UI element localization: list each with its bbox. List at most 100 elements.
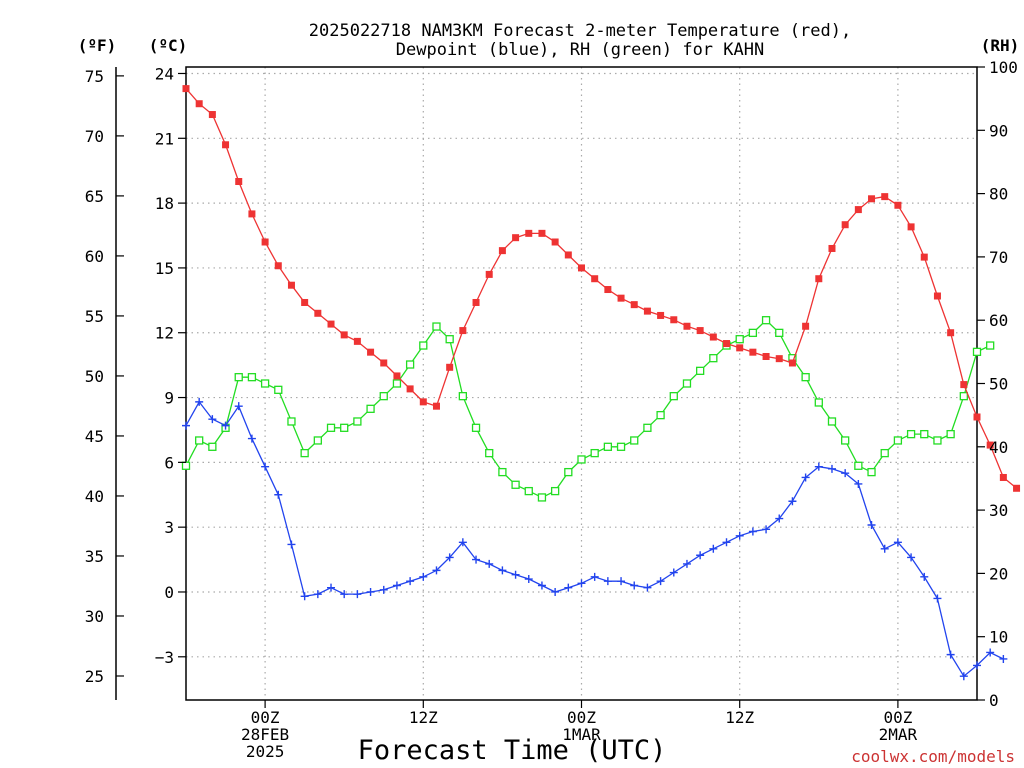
rh-point: [603, 442, 613, 451]
temperature-point: [432, 402, 440, 410]
fahrenheit-tick-label: 45: [85, 427, 104, 446]
dewpoint-point: [458, 538, 467, 547]
dewpoint-point: [551, 587, 560, 596]
temperature-point: [591, 275, 599, 283]
rh-point: [471, 423, 481, 432]
rh-point: [432, 322, 441, 331]
rh-point: [630, 436, 639, 445]
dewpoint-line: [185, 400, 1004, 678]
rh-point: [260, 379, 270, 388]
rh-tick-label: 20: [989, 564, 1008, 583]
dewpoint-point: [577, 579, 586, 588]
dewpoint-point: [880, 544, 889, 553]
rh-point: [340, 423, 349, 432]
x-tick-label: 28FEB: [241, 725, 289, 744]
dewpoint-point: [524, 575, 533, 584]
dewpoint-point: [893, 538, 902, 547]
fahrenheit-tick-label: 40: [85, 487, 104, 506]
rh-tick-label: 0: [989, 691, 999, 710]
dewpoint-point: [986, 648, 995, 657]
dewpoint-point: [775, 514, 784, 523]
dewpoint-point: [617, 577, 626, 586]
rh-point: [564, 467, 573, 477]
dewpoint-point: [801, 473, 810, 482]
temperature-point: [274, 262, 282, 270]
rh-point: [616, 442, 626, 451]
temperature-point: [604, 286, 612, 294]
rh-tick-label: 100: [989, 58, 1018, 77]
rh-point: [801, 373, 810, 382]
celsius-tick-label: 3: [164, 518, 174, 537]
temperature-point: [327, 320, 335, 328]
temperature-point: [881, 193, 889, 201]
temperature-point: [512, 234, 520, 242]
dewpoint-point: [669, 568, 678, 577]
series-layer: [181, 85, 1021, 681]
temperature-point: [195, 100, 203, 108]
x-tick-label: 00Z: [251, 708, 280, 727]
temperature-point: [802, 322, 810, 330]
temperature-point: [736, 344, 744, 352]
rh-point: [748, 328, 758, 338]
dewpoint-point: [208, 415, 217, 424]
rh-point: [498, 467, 507, 477]
chart-title-line-1: 2025022718 NAM3KM Forecast 2-meter Tempe…: [309, 21, 851, 41]
rh-point: [827, 417, 837, 426]
temperature-point: [367, 348, 375, 356]
temperature-point: [643, 307, 651, 315]
rh-point: [590, 448, 599, 458]
rh-tick-label: 80: [989, 185, 1008, 204]
temperature-point: [709, 333, 717, 341]
temperature-point: [446, 363, 454, 371]
temperature-point: [960, 381, 968, 389]
x-tick-label: 00Z: [567, 708, 596, 727]
celsius-tick-label: −3: [155, 648, 174, 667]
rh-point: [405, 360, 415, 369]
temperature-point: [657, 311, 665, 319]
dewpoint-point: [748, 527, 757, 536]
temperature-point: [907, 223, 915, 231]
dewpoint-point: [722, 538, 731, 547]
rh-point: [326, 423, 336, 432]
rh-point: [287, 417, 296, 426]
rh-point: [867, 467, 876, 477]
dewpoint-point: [182, 421, 190, 430]
rh-tick-label: 70: [989, 248, 1008, 267]
temperature-point: [920, 253, 928, 261]
celsius-tick-label: 12: [155, 324, 174, 343]
celsius-tick-label: 15: [155, 259, 174, 278]
temperature-point: [723, 340, 731, 348]
fahrenheit-tick-label: 30: [85, 607, 104, 626]
temperature-point: [894, 201, 902, 209]
temperature-point: [538, 229, 546, 237]
fahrenheit-tick-label: 70: [85, 127, 104, 146]
watermark: coolwx.com/models: [851, 747, 1015, 766]
celsius-tick-label: 0: [164, 583, 174, 602]
dewpoint-point: [247, 434, 256, 443]
fahrenheit-tick-label: 60: [85, 247, 104, 266]
rh-point: [643, 423, 652, 432]
temperature-point: [815, 275, 823, 283]
dewpoint-point: [498, 566, 507, 575]
temperature-point: [472, 298, 480, 306]
x-tick-label: 2025: [246, 742, 285, 761]
dewpoint-point: [682, 559, 691, 568]
rh-point: [893, 436, 903, 445]
rh-point: [195, 436, 204, 445]
rh-point: [841, 436, 850, 445]
temperature-point: [301, 298, 309, 306]
dewpoint-point: [643, 583, 652, 592]
rh-point: [959, 392, 968, 401]
temperature-point: [340, 331, 348, 339]
temperature-point: [182, 85, 190, 93]
rh-point: [933, 436, 942, 445]
temperature-point: [749, 348, 757, 356]
rh-point: [906, 429, 916, 439]
temperature-point: [868, 195, 876, 203]
temperature-point: [828, 244, 836, 252]
rh-point: [682, 379, 692, 388]
dewpoint-point: [841, 469, 850, 478]
temperature-point: [841, 221, 849, 229]
dewpoint-point: [379, 585, 388, 594]
rh-point: [419, 341, 428, 350]
